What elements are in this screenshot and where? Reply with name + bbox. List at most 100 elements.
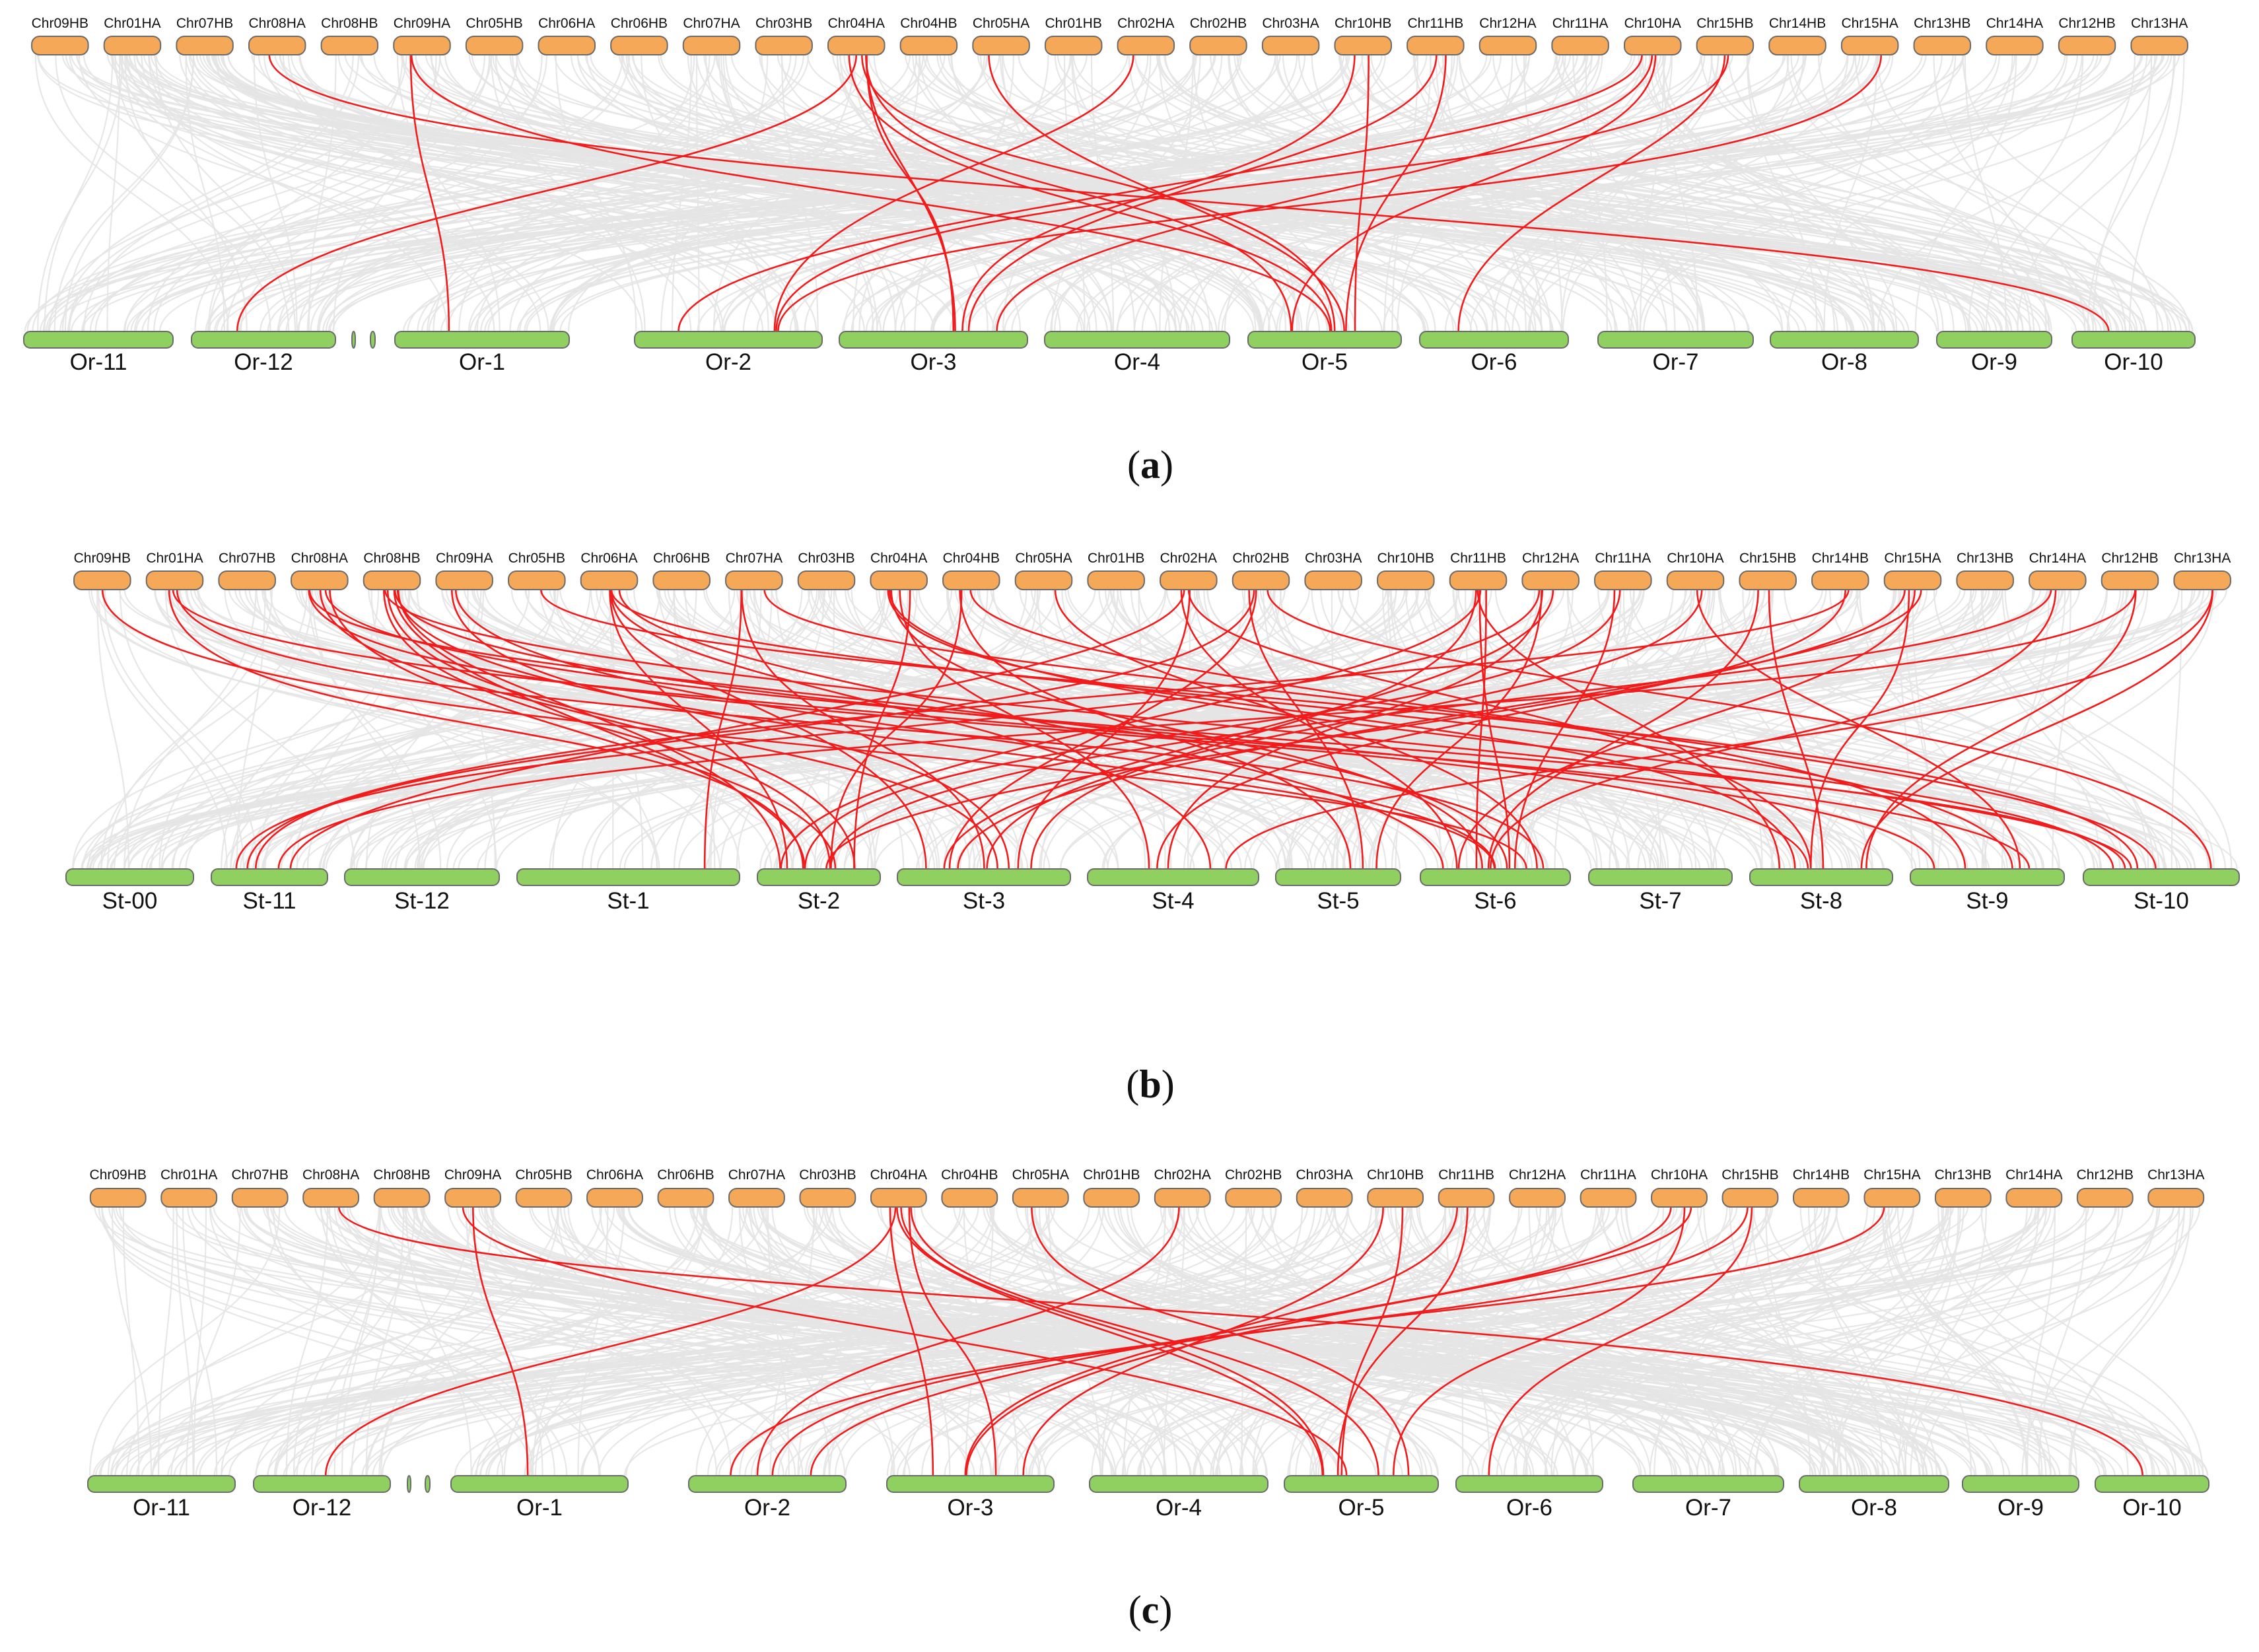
top-chromosome (444, 1188, 501, 1208)
bottom-chromosome (1089, 1475, 1269, 1493)
background-link (483, 589, 1791, 870)
background-link (1317, 1206, 1686, 1476)
background-link (1933, 54, 2047, 332)
highlight-link (890, 589, 1484, 870)
background-link (1630, 54, 1957, 332)
top-chromosome-label: Chr03HA (1296, 1167, 1352, 1183)
background-link (724, 54, 1784, 332)
top-chromosome (2130, 36, 2188, 55)
background-link (1452, 589, 1774, 870)
background-link (891, 1206, 951, 1476)
bottom-chromosome-row: Or-11 Or-12 Or-1 Or-2 Or-3 Or-4 Or-5 Or-6 Or-7 Or… (23, 331, 2196, 375)
background-link (1700, 54, 2106, 332)
background-link (1458, 54, 1706, 332)
background-link (125, 1206, 380, 1476)
top-chromosome (1934, 1188, 1992, 1208)
top-chromosome-label: Chr01HA (146, 551, 203, 566)
background-link (155, 54, 296, 332)
highlight-link (910, 1206, 1379, 1476)
bottom-chromosome-label: Or-4 (1156, 1495, 1202, 1521)
background-link (582, 1206, 1165, 1476)
background-link (503, 1206, 705, 1476)
panel-caption: (b) (1126, 1062, 1174, 1106)
background-link (922, 589, 1119, 870)
top-chromosome (1189, 36, 1247, 55)
background-link (365, 589, 485, 870)
background-link (874, 589, 2130, 870)
highlight-links (101, 589, 2214, 870)
highlight-link (865, 54, 956, 332)
highlight-link (908, 1206, 997, 1476)
top-chromosome (1863, 1188, 1921, 1208)
background-link (922, 54, 2090, 332)
background-link (55, 54, 271, 332)
highlight-link (775, 54, 1729, 332)
bottom-chromosome-label: Or-7 (1685, 1495, 1731, 1521)
top-chromosome-label: Chr10HB (1367, 1167, 1424, 1183)
panel-caption: (a) (1127, 443, 1173, 487)
background-link (296, 1206, 747, 1476)
top-chromosome (160, 1188, 218, 1208)
top-chromosome-label: Chr10HA (1667, 551, 1723, 566)
background-link (97, 589, 228, 870)
background-link (1512, 54, 1849, 332)
background-link (160, 589, 602, 870)
background-link (803, 1206, 1949, 1476)
background-links (24, 54, 2194, 332)
background-link (754, 1206, 2118, 1476)
highlight-link (462, 1206, 1348, 1476)
background-link (96, 589, 129, 870)
top-chromosome-label: Chr14HA (2029, 551, 2086, 566)
bottom-chromosome (1455, 1475, 1603, 1493)
top-chromosome-row: Chr09HB Chr01HA Chr07HB Chr08HA Chr08HB Chr09… (73, 551, 2231, 590)
top-chromosome (899, 36, 958, 55)
background-link (1156, 54, 2176, 332)
background-link (1415, 589, 1795, 870)
background-link (931, 54, 2039, 332)
background-link (1649, 1206, 1890, 1476)
background-link (707, 1206, 1277, 1476)
background-link (1004, 54, 2112, 332)
background-link (456, 1206, 1548, 1476)
highlight-links (324, 1206, 2143, 1476)
top-chromosome-label: Chr02HA (1117, 16, 1174, 31)
background-link (185, 54, 225, 332)
bottom-chromosome (1799, 1475, 1949, 1493)
background-link (1234, 54, 1825, 332)
background-link (1560, 1206, 1826, 1476)
top-chromosome (231, 1188, 289, 1208)
background-link (1729, 1206, 1842, 1476)
highlight-link (1810, 589, 1910, 870)
background-link (333, 1206, 804, 1476)
background-link (1311, 589, 1618, 870)
highlight-link (1354, 54, 1370, 332)
background-link (308, 54, 337, 332)
background-link (509, 54, 985, 332)
highlight-link (889, 1206, 934, 1476)
background-link (121, 1206, 2047, 1476)
background-link (402, 54, 2170, 332)
bottom-chromosome-label: Or-7 (1653, 349, 1699, 375)
bottom-chromosome-label: St-2 (798, 888, 840, 914)
background-link (1337, 589, 2196, 870)
top-chromosome-label: Chr06HB (653, 551, 710, 566)
top-chromosome-label: Chr08HA (302, 1167, 359, 1183)
background-link (194, 54, 491, 332)
top-chromosome-label: Chr14HA (2005, 1167, 2062, 1183)
background-link (608, 589, 2038, 870)
background-links (88, 1206, 2209, 1476)
bottom-chromosome-label: Or-12 (293, 1495, 351, 1521)
bottom-chromosome-label: Or-1 (516, 1495, 563, 1521)
bottom-chromosome-label: Or-5 (1302, 349, 1348, 375)
background-link (273, 1206, 1308, 1476)
background-link (152, 1206, 615, 1476)
highlight-link (172, 589, 2031, 870)
bottom-chromosome (897, 868, 1071, 886)
top-chromosome-label: Chr13HB (1935, 1167, 1992, 1183)
background-link (1937, 589, 2128, 870)
top-chromosome (1407, 36, 1465, 55)
background-link (1187, 1206, 1863, 1476)
top-chromosome-label: Chr12HB (2101, 551, 2158, 566)
highlight-link (383, 589, 831, 870)
highlight-link (1487, 589, 1759, 870)
